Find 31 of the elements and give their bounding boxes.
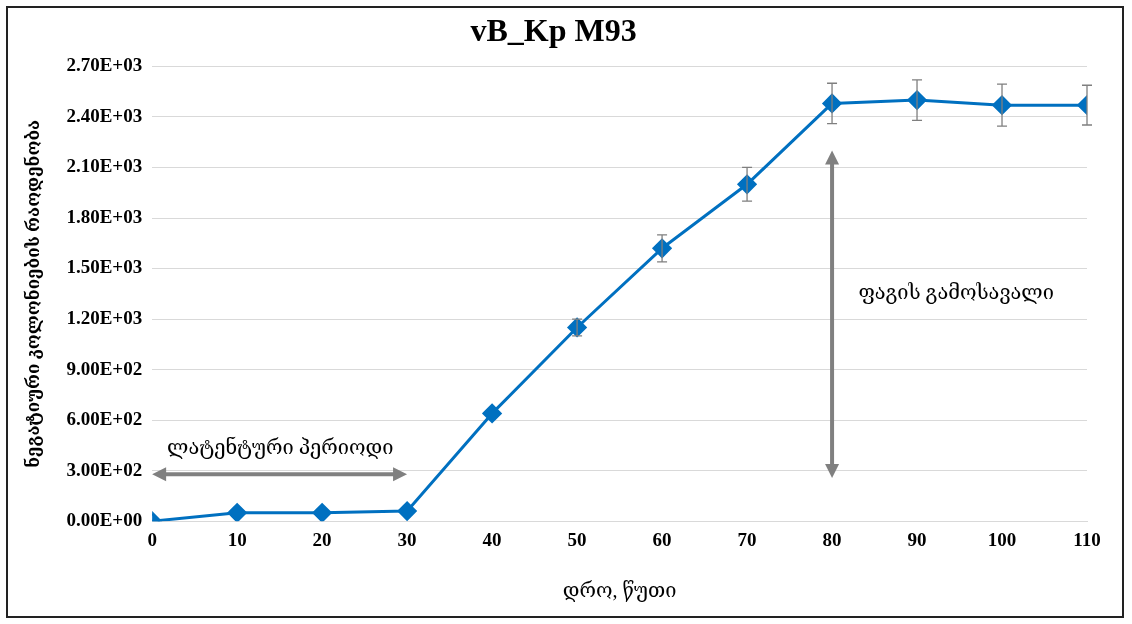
x-tick-label: 90: [907, 528, 927, 550]
x-tick-label: 80: [822, 528, 842, 550]
y-tick-label: 9.00E+02: [66, 357, 143, 379]
y-tick-label: 1.20E+03: [66, 306, 143, 328]
y-tick-label: 1.50E+03: [66, 256, 143, 278]
x-axis-title: დრო, წუთი: [562, 579, 677, 603]
annotation: ფაგის გამოსავალი: [858, 281, 1054, 305]
y-axis-title: ნეგატიური კოლონიების რაოდენობა: [22, 119, 43, 468]
y-tick-label: 2.70E+03: [66, 54, 143, 76]
x-tick-label: 0: [147, 528, 157, 550]
y-tick-label: 0.00E+00: [66, 509, 143, 531]
y-tick-label: 2.10E+03: [66, 155, 143, 177]
point: [227, 503, 247, 522]
x-tick-label: 10: [227, 528, 247, 550]
x-tick-label: 110: [1073, 528, 1101, 550]
x-tick-label: 50: [567, 528, 587, 550]
y-tick-label: 6.00E+02: [66, 408, 143, 430]
x-tick-label: 100: [987, 528, 1017, 550]
point: [482, 403, 502, 423]
x-tick-label: 60: [652, 528, 672, 550]
y-tick-label: 1.80E+03: [66, 205, 143, 227]
point: [312, 503, 332, 522]
y-tick-label: 2.40E+03: [66, 104, 143, 126]
x-tick-label: 40: [482, 528, 502, 550]
x-tick-label: 20: [312, 528, 332, 550]
x-tick-label: 70: [737, 528, 757, 550]
y-tick-label: 3.00E+02: [66, 458, 143, 480]
x-tick-label: 30: [397, 528, 417, 550]
point: [397, 501, 417, 521]
chart-title: vB_Kp M93: [470, 12, 637, 49]
annotation: ლატენტური პერიოდი: [167, 435, 394, 459]
